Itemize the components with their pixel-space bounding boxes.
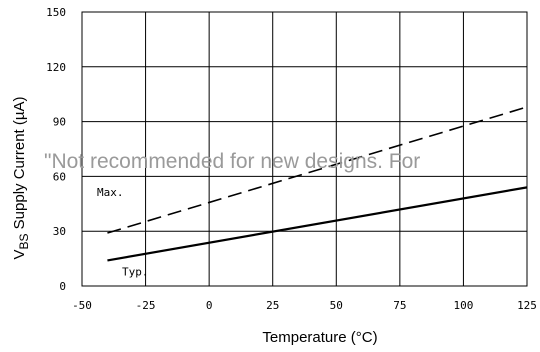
x-tick-label: 125 [517,299,537,312]
y-axis-title-sub: BS [17,234,31,250]
series-line-max [107,106,528,234]
series-line-typ [107,186,528,262]
series-label: Max. [97,186,124,199]
y-tick-label: 30 [53,225,66,238]
y-axis-title-rest: Supply Current (µA) [11,96,28,233]
y-axis-title: VBS Supply Current (µA) [11,96,31,259]
y-tick-label: 120 [46,61,66,74]
y-tick-labels: 0 30 60 90 120 150 [46,6,66,293]
x-tick-label: -50 [72,299,92,312]
y-tick-label: 90 [53,116,66,129]
y-tick-label: 150 [46,6,66,19]
x-tick-label: 25 [266,299,279,312]
plot-frame [81,11,528,287]
x-axis-title: Temperature (°C) [262,329,377,346]
series-label: Typ. [122,265,149,278]
x-tick-label: 100 [453,299,473,312]
watermark-text: "Not recommended for new designs. For [44,150,420,173]
grid-lines [81,11,528,287]
series-lines: Max. Typ. [97,106,528,278]
x-tick-label: 0 [206,299,213,312]
y-axis-title-main: V [11,250,28,260]
x-tick-label: 50 [330,299,343,312]
y-tick-label: 60 [53,170,66,183]
x-tick-labels: -50 -25 0 25 50 75 100 125 [72,299,537,312]
x-tick-label: -25 [136,299,156,312]
y-tick-label: 0 [59,280,66,293]
x-tick-label: 75 [393,299,406,312]
